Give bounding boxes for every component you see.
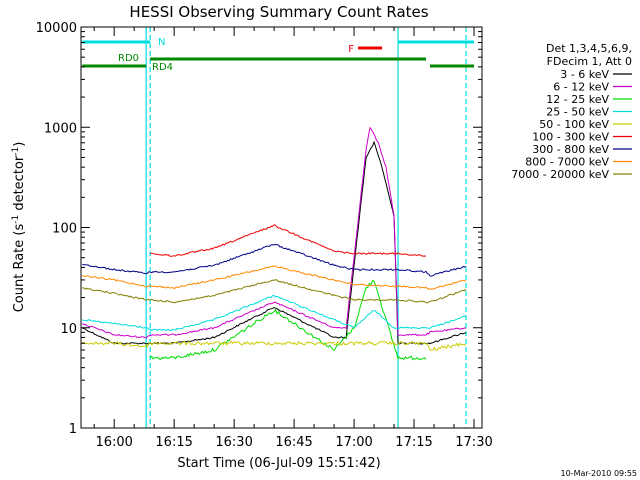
- y-axis-label: Count Rate (s-1 detector-1): [11, 142, 27, 313]
- y-tick-label-0: 1: [69, 422, 77, 437]
- series-line-6: [82, 243, 467, 277]
- x-tick-label-1: 16:15: [155, 435, 192, 450]
- state-bar-label-rd0: RD0: [118, 53, 139, 64]
- y-label-part-2: detector: [12, 155, 27, 215]
- series-line-5: [150, 224, 427, 257]
- y-label-part-1: -1: [11, 215, 21, 224]
- series-line-4: [81, 340, 467, 351]
- legend-entry-label-6: 300 - 800 keV: [532, 143, 609, 156]
- series-line-3: [82, 294, 467, 332]
- legend-header-0: Det 1,3,4,5,6,9,: [546, 42, 632, 55]
- footer-date: 10-Mar-2010 09:55: [561, 469, 638, 478]
- legend: Det 1,3,4,5,6,9,FDecim 1, Att 03 - 6 keV…: [511, 42, 632, 181]
- series-line-2: [149, 279, 427, 361]
- x-axis-label: Start Time (06-Jul-09 15:51:42): [177, 456, 380, 471]
- x-tick-label-0: 16:00: [95, 435, 132, 450]
- series-layer: [81, 126, 467, 361]
- state-bar-label-f: F: [348, 44, 354, 55]
- y-label-part-3: -1: [11, 147, 21, 156]
- y-label-part-4: ): [12, 142, 27, 147]
- series-line-7: [82, 265, 467, 291]
- state-bar-layer: N F RD0 RD4: [82, 27, 475, 428]
- y-label-part-0: Count Rate (s: [12, 224, 27, 313]
- legend-entry-label-2: 12 - 25 keV: [546, 93, 609, 106]
- state-bar-label-n: N: [158, 37, 165, 48]
- legend-entry-label-1: 6 - 12 keV: [553, 81, 609, 94]
- y-tick-label-1: 10: [60, 322, 77, 337]
- series-line-1: [81, 126, 467, 339]
- axis-layer: 1 10 100 1000 10000 16:00 16:15 16:30 16:45 17:00…: [36, 21, 493, 450]
- legend-entry-label-7: 800 - 7000 keV: [525, 156, 609, 169]
- x-tick-label-5: 17:15: [395, 435, 432, 450]
- chart-title: HESSI Observing Summary Count Rates: [129, 3, 428, 21]
- legend-entry-label-8: 7000 - 20000 keV: [511, 168, 609, 181]
- y-tick-label-2: 100: [52, 222, 77, 237]
- legend-entry-label-5: 100 - 300 keV: [532, 131, 609, 144]
- legend-entry-label-0: 3 - 6 keV: [560, 68, 609, 81]
- series-line-8: [82, 279, 467, 304]
- y-tick-label-4: 10000: [36, 21, 77, 36]
- legend-entry-label-3: 25 - 50 keV: [546, 106, 609, 119]
- x-tick-label-6: 17:30: [455, 435, 492, 450]
- x-tick-label-4: 17:00: [335, 435, 372, 450]
- state-bar-label-rd4: RD4: [152, 62, 173, 73]
- x-tick-label-2: 16:30: [215, 435, 252, 450]
- y-tick-label-3: 1000: [44, 121, 77, 136]
- legend-header-1: FDecim 1, Att 0: [547, 55, 632, 68]
- legend-entry-label-4: 50 - 100 keV: [539, 118, 609, 131]
- x-tick-label-3: 16:45: [275, 435, 312, 450]
